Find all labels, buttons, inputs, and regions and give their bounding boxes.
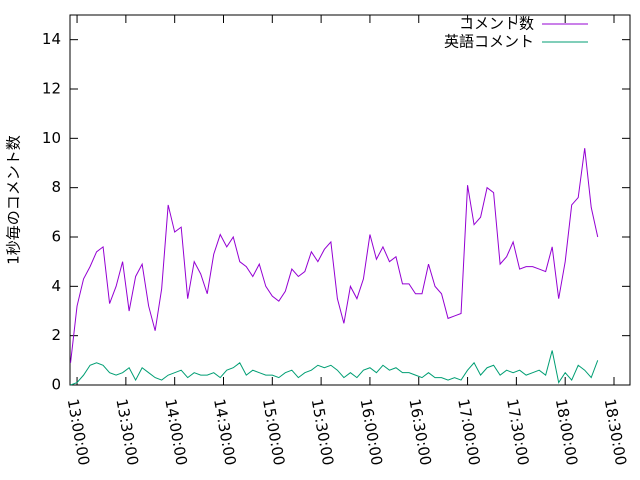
x-tick-label: 18:30:00 [601,397,630,466]
x-tick-label: 14:00:00 [161,397,190,466]
y-tick-label: 14 [42,30,61,48]
x-tick-label: 13:00:00 [64,397,93,466]
x-tick-label: 16:30:00 [405,397,434,466]
x-tick-label: 18:00:00 [552,397,581,466]
y-tick-label: 4 [51,277,61,295]
y-axis-label: 1秒毎のコメント数 [5,135,23,265]
x-tick-label: 17:30:00 [503,397,532,466]
y-tick-label: 0 [51,376,61,394]
y-tick-label: 6 [51,228,61,246]
x-tick-label: 13:30:00 [112,397,141,466]
y-tick-label: 12 [42,80,61,98]
data-line [70,350,599,386]
legend-label: コメント数 [459,15,534,33]
x-tick-label: 17:00:00 [454,397,483,466]
x-tick-label: 14:30:00 [210,397,239,466]
x-tick-label: 16:00:00 [357,397,386,466]
legend-label: 英語コメント [444,33,534,51]
x-tick-label: 15:30:00 [308,397,337,466]
data-line [70,148,599,363]
y-tick-label: 10 [42,129,61,147]
x-tick-label: 15:00:00 [259,397,288,466]
y-tick-label: 8 [51,178,61,196]
y-tick-label: 2 [51,326,61,344]
plot-border [69,14,631,386]
